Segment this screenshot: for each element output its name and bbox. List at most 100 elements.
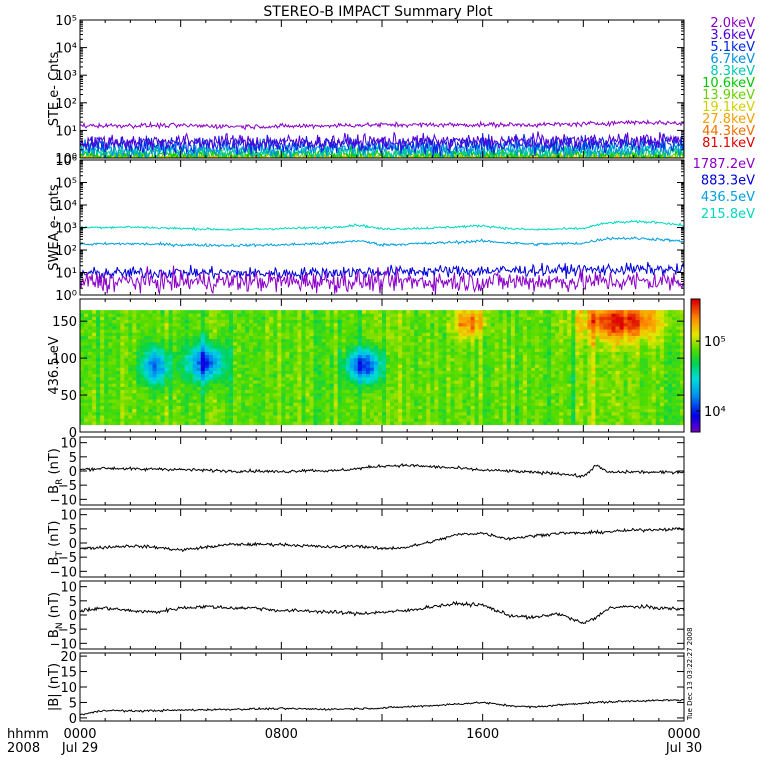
heatmap-cell [510, 354, 516, 359]
heatmap-cell [92, 341, 97, 346]
heatmap-cell [285, 396, 290, 400]
heatmap-cell [539, 329, 544, 333]
heatmap-cell [422, 383, 427, 387]
heatmap-cell [277, 351, 282, 355]
heatmap-cell [225, 345, 230, 349]
heatmap-cell [555, 313, 560, 317]
heatmap-cell [398, 338, 403, 343]
heatmap-cell [229, 338, 234, 343]
heatmap-cell [208, 408, 214, 413]
heatmap-cell [160, 322, 165, 327]
heatmap-cell [446, 348, 451, 352]
heatmap-cell [502, 316, 508, 320]
heatmap-cell [192, 316, 198, 320]
heatmap-cell [373, 319, 379, 324]
heatmap-cell [438, 364, 443, 368]
heatmap-cell [369, 396, 375, 400]
heatmap-cell [494, 326, 500, 330]
heatmap-cell [124, 383, 129, 387]
heatmap-cell [120, 316, 125, 320]
heatmap-cell [249, 408, 254, 413]
heatmap-cell [398, 411, 403, 416]
heatmap-cell [518, 348, 524, 352]
heatmap-cell [406, 399, 411, 403]
heatmap-cell [261, 351, 266, 355]
heatmap-cell [418, 392, 423, 397]
heatmap-cell [192, 389, 198, 394]
heatmap-cell [386, 370, 391, 375]
heatmap-cell [341, 383, 347, 387]
heatmap-cell [382, 345, 387, 349]
heatmap-cell [293, 370, 298, 375]
heatmap-cell [555, 399, 560, 403]
heatmap-cell [555, 361, 560, 365]
heatmap-cell [152, 345, 157, 349]
heatmap-cell [422, 415, 427, 419]
heatmap-cell [406, 345, 411, 349]
heatmap-cell [273, 421, 278, 425]
heatmap-cell [438, 421, 443, 425]
heatmap-cell [132, 405, 137, 410]
heatmap-cell [285, 411, 290, 416]
heatmap-cell [265, 373, 270, 378]
heatmap-cell [245, 373, 250, 378]
heatmap-cell [442, 351, 447, 355]
heatmap-cell [563, 402, 568, 406]
heatmap-cell [410, 405, 415, 410]
heatmap-cell [462, 386, 467, 390]
heatmap-cell [369, 383, 375, 387]
heatmap-cell [325, 341, 330, 346]
heatmap-cell [204, 335, 210, 340]
heatmap-cell [225, 386, 230, 390]
heatmap-cell [369, 408, 375, 413]
heatmap-cell [132, 367, 137, 371]
heatmap-cell [237, 396, 242, 400]
heatmap-cell [345, 405, 351, 410]
heatmap-cell [406, 361, 411, 365]
heatmap-cell [249, 415, 254, 419]
heatmap-cell [257, 376, 262, 381]
heatmap-cell [382, 370, 387, 375]
heatmap-cell [426, 313, 431, 317]
heatmap-cell [502, 326, 508, 330]
heatmap-cell [168, 408, 173, 413]
heatmap-cell [180, 354, 186, 359]
heatmap-cell [277, 316, 282, 320]
heatmap-cell [176, 399, 181, 403]
heatmap-cell [510, 392, 516, 397]
heatmap-cell [156, 383, 161, 387]
heatmap-cell [494, 313, 500, 317]
heatmap-cell [156, 399, 161, 403]
heatmap-cell [140, 332, 145, 336]
heatmap-cell [502, 373, 508, 378]
heatmap-cell [591, 370, 596, 375]
heatmap-cell [490, 319, 496, 324]
heatmap-cell [132, 322, 137, 327]
heatmap-cell [502, 386, 508, 390]
heatmap-cell [164, 376, 169, 381]
heatmap-cell [518, 361, 524, 365]
heatmap-cell [100, 376, 105, 381]
heatmap-cell [398, 373, 403, 378]
heatmap-cell [559, 367, 564, 371]
heatmap-cell [438, 367, 443, 371]
heatmap-cell [579, 348, 584, 352]
heatmap-cell [188, 332, 194, 336]
heatmap-cell [361, 408, 367, 413]
heatmap-cell [144, 373, 149, 378]
heatmap-cell [349, 351, 355, 355]
heatmap-cell [595, 396, 600, 400]
heatmap-cell [551, 421, 556, 425]
heatmap-cell [337, 364, 343, 368]
heatmap-cell [414, 373, 419, 378]
heatmap-cell [136, 316, 141, 320]
heatmap-cell [112, 376, 117, 381]
heatmap-cell [555, 364, 560, 368]
heatmap-cell [551, 364, 556, 368]
heatmap-cell [450, 399, 455, 403]
heatmap-cell [92, 396, 97, 400]
heatmap-cell [265, 322, 270, 327]
heatmap-cell [136, 370, 141, 375]
heatmap-cell [518, 313, 524, 317]
heatmap-cell [510, 421, 516, 425]
